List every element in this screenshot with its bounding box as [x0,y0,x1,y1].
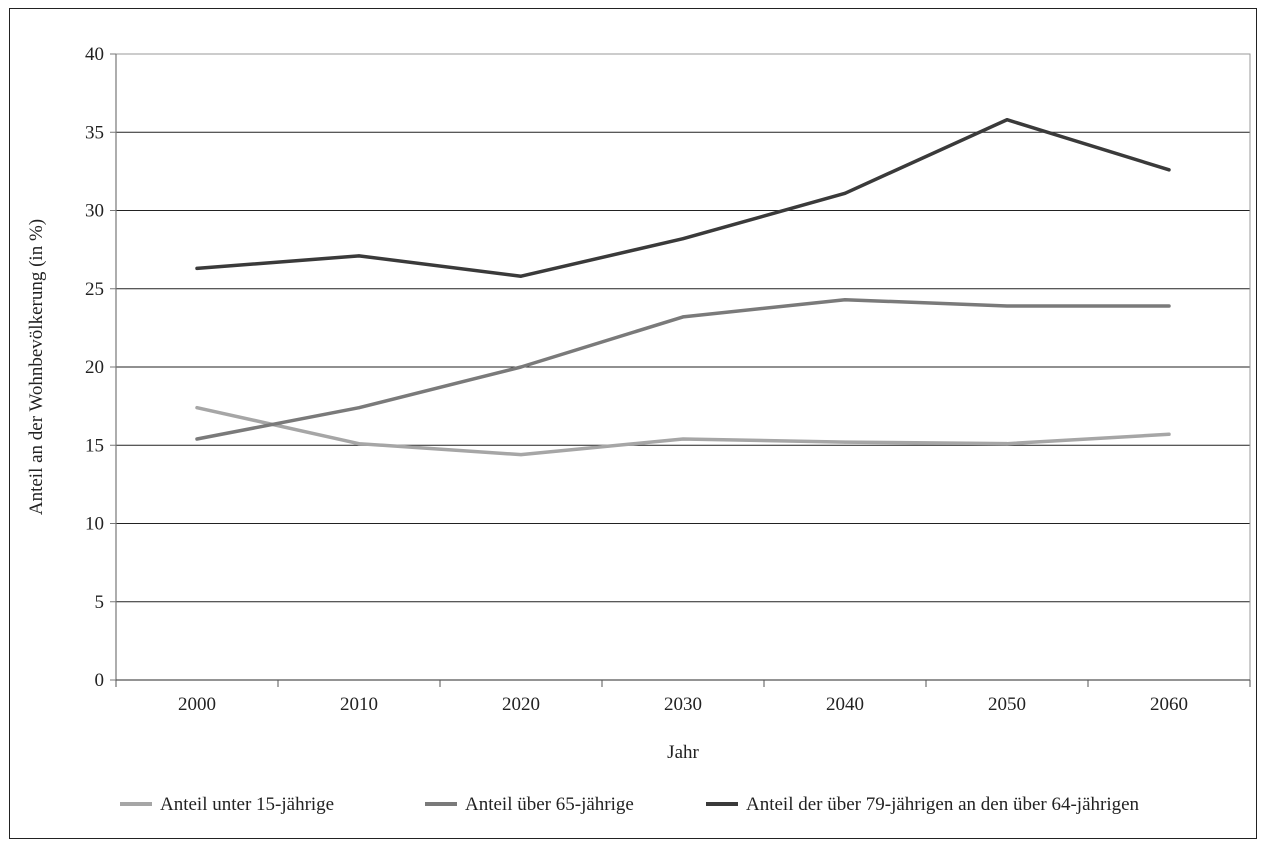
data-point [519,365,523,369]
x-tick-labels: 2000 2010 2020 2030 2040 2050 2060 [178,694,1188,715]
y-tick-label: 20 [85,357,104,378]
y-tick-label: 5 [95,592,105,613]
x-tick-label: 2060 [1150,694,1188,715]
data-point [681,315,685,319]
data-point [1167,168,1171,172]
y-tick-label: 30 [85,201,104,222]
data-point [681,437,685,441]
data-point [195,437,199,441]
y-tick-label: 35 [85,122,104,143]
data-point [357,254,361,258]
y-tick-label: 0 [95,670,105,691]
data-point [357,442,361,446]
y-tick-label: 40 [85,44,104,65]
data-point [519,274,523,278]
series-line-3 [195,117,1171,278]
x-tick-label: 2040 [826,694,864,715]
x-tick-label: 2050 [988,694,1026,715]
x-tick-label: 2010 [340,694,378,715]
series-line-1 [195,405,1171,457]
legend-label: Anteil über 65-jährige [465,794,634,815]
axes [110,53,1251,687]
data-point [1167,304,1171,308]
y-tick-label: 10 [85,514,104,535]
legend: Anteil unter 15-jährige Anteil über 65-jä… [120,794,1140,815]
x-tick-label: 2000 [178,694,216,715]
data-point [1005,304,1009,308]
y-tick-label: 25 [85,279,104,300]
data-point [681,237,685,241]
legend-label: Anteil der über 79-jährigen an den über … [746,794,1140,815]
data-point [357,406,361,410]
data-point [1005,118,1009,122]
x-axis-title: Jahr [667,742,699,763]
series-line-2 [195,297,1171,441]
data-point [843,298,847,302]
series-lines [195,117,1171,457]
data-point [195,266,199,270]
y-tick-label: 15 [85,435,104,456]
data-point [843,440,847,444]
chart-frame [9,8,1257,839]
data-point [843,191,847,195]
legend-label: Anteil unter 15-jährige [160,794,334,815]
gridlines [116,53,1250,603]
data-point [519,453,523,457]
data-point [195,406,199,410]
data-point [1005,442,1009,446]
x-tick-label: 2020 [502,694,540,715]
x-tick-label: 2030 [664,694,702,715]
y-axis-title: Anteil an der Wohnbevölkerung (in %) [26,219,47,515]
data-point [1167,432,1171,436]
y-tick-labels: 0 5 10 15 20 25 30 35 40 [85,44,104,691]
